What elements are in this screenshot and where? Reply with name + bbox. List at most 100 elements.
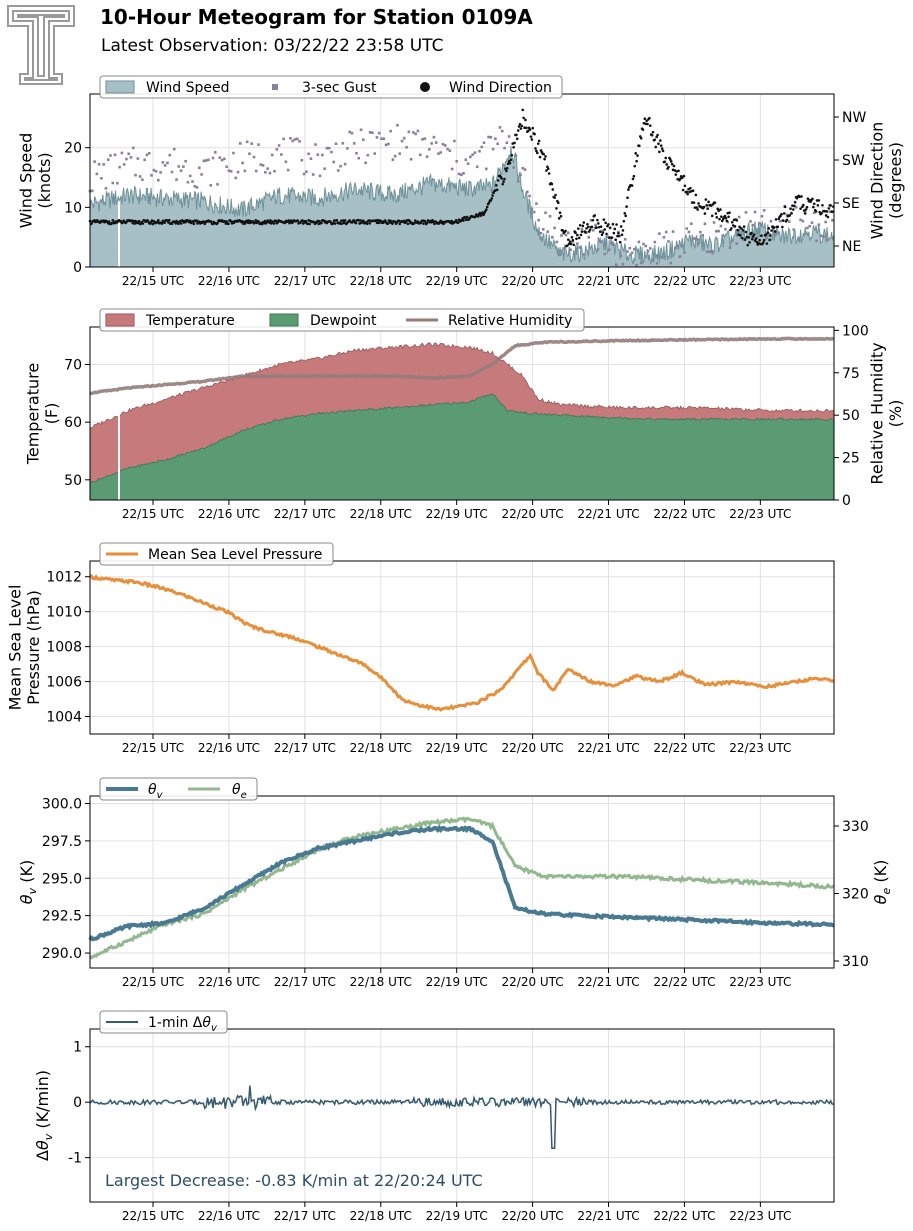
gust-point [560,234,563,237]
gust-point [207,158,210,162]
direction-point [484,208,488,211]
gust-point [610,242,613,245]
gust-point [434,141,438,144]
gust-point [621,262,625,266]
gust-point [430,142,433,145]
direction-point [335,218,339,222]
gust-point [375,136,379,139]
gust-point [450,167,454,171]
direction-point [619,225,623,228]
direction-point [632,174,636,178]
y2-tick-label: 0 [842,493,851,509]
direction-point [704,198,708,201]
direction-point [574,231,577,235]
gust-point [721,234,725,237]
delta-theta-axis-label: Δθv (K/min) [33,1070,55,1161]
gust-point [728,246,732,250]
gust-point [503,146,506,150]
gust-point [348,130,351,134]
gust-point [801,219,805,223]
direction-point [661,149,665,153]
direction-point [705,204,709,207]
direction-point [800,195,803,198]
direction-point [579,233,583,237]
direction-point [802,203,805,207]
direction-point [515,133,518,137]
theta-e-line [88,816,835,960]
axis-label-part: θ [871,894,890,904]
direction-point [665,163,668,166]
direction-point [192,222,196,226]
gust-point [179,169,183,172]
gust-point [826,238,830,242]
y-tick-label: 0 [73,1095,82,1111]
gust-point [229,170,233,173]
gust-point [500,129,504,133]
gust-point [307,152,310,156]
gust-point [366,153,370,157]
direction-point [767,227,771,230]
gust-point [769,219,773,223]
direction-point [602,218,606,221]
direction-point [450,219,453,223]
gust-point [380,137,383,141]
direction-point [433,222,436,226]
wind-direction-axis: NE SE SW NW [834,110,866,255]
gust-point [398,152,402,155]
direction-series [88,108,835,248]
legend-label: 3-sec Gust [302,80,377,96]
direction-point [754,237,758,240]
direction-point [776,225,780,229]
gust-point [382,137,386,141]
direction-point [764,233,768,236]
direction-point [638,144,641,148]
direction-point [441,220,444,224]
x-tick-label: 22/17 UTC [274,1209,336,1223]
gust-point [334,142,338,146]
direction-point [635,159,638,163]
direction-point [332,219,336,222]
x-tick-label: 22/16 UTC [198,507,260,521]
direction-point [815,199,819,202]
direction-point [576,233,579,237]
gust-point [678,255,682,258]
direction-point [243,222,247,225]
direction-point [546,167,550,170]
gust-point [607,248,611,251]
gust-point [223,157,226,161]
gust-point [514,154,518,157]
temperature-axis-label-line: Temperature [23,363,42,465]
direction-point [758,238,761,242]
direction-point [502,180,505,183]
largest-decrease-annotation: Largest Decrease: -0.83 K/min at 22/20:2… [105,1171,483,1190]
gust-point [261,164,265,167]
y2-tick-label: SE [842,196,860,212]
direction-point [618,240,622,244]
direction-point [503,177,506,181]
wind-speed-series [89,145,834,267]
gust-point [528,194,531,198]
gust-point [204,159,208,162]
direction-point [568,240,572,244]
axis-label-part: (K/min) [33,1070,52,1134]
gust-point [364,161,367,165]
direction-point [537,139,541,143]
gust-point [674,247,677,250]
y-tick-label: 1010 [46,605,82,621]
gust-point [412,131,415,134]
direction-point [522,116,525,120]
direction-point [227,222,230,226]
gust-point [439,151,443,154]
direction-point [816,203,820,207]
direction-point [163,221,167,224]
gust-point [282,137,285,141]
direction-point [746,243,750,247]
direction-point [167,218,171,222]
gust-point [186,180,190,184]
direction-point [793,200,797,204]
direction-point [558,211,562,215]
legend-label-subscript: v [211,1023,218,1034]
direction-point [803,212,807,215]
dtheta-panel: -1 0 1 22/15 UTC 22/16 UTC 22/17 UTC 22/18 UTC… [68,1029,834,1223]
direction-point [519,127,523,130]
